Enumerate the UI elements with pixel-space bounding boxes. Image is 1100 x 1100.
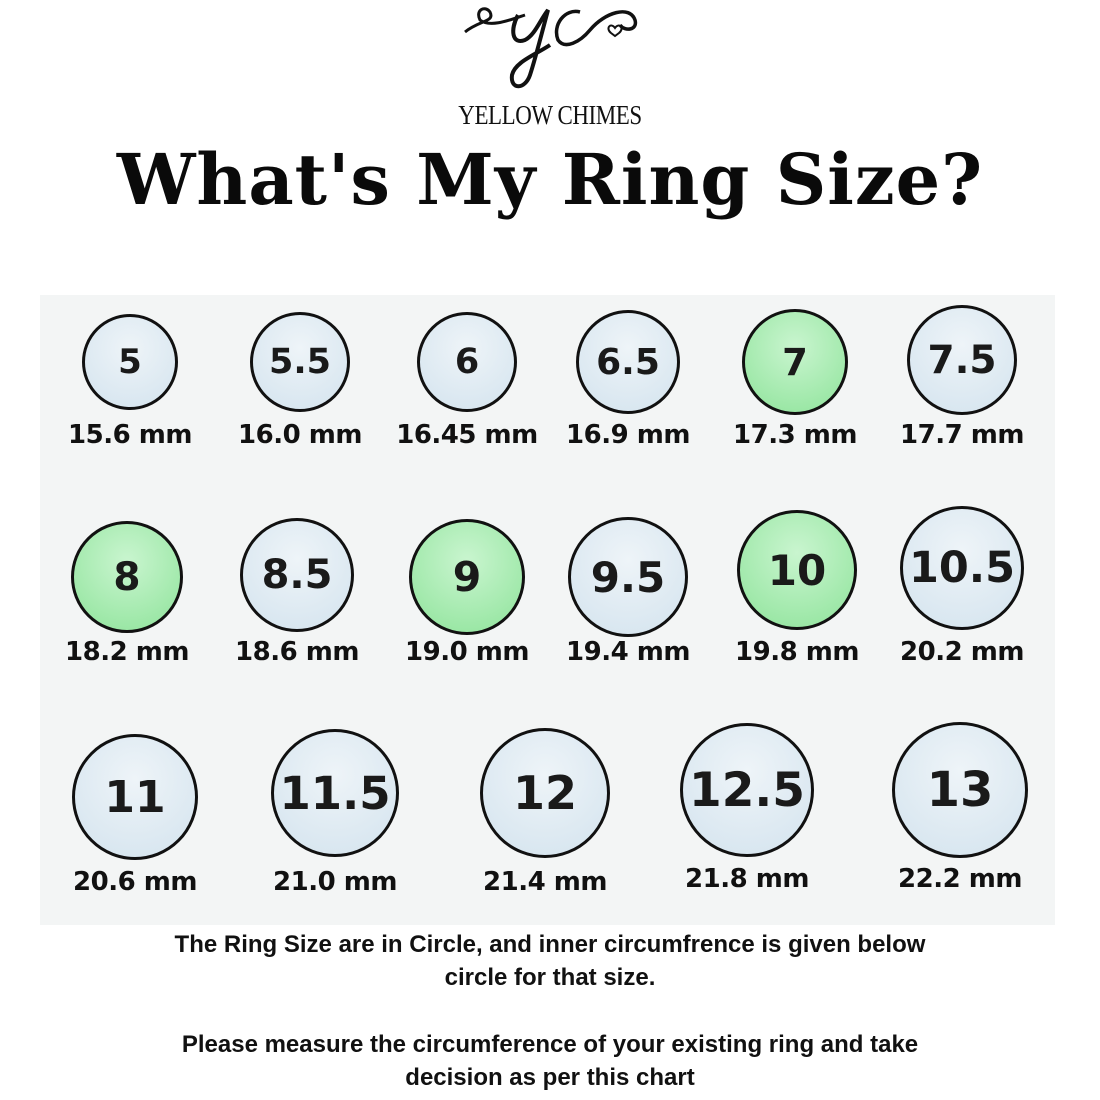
yellow-chimes-logo — [464, 7, 638, 89]
ring-circumference-label: 18.2 mm — [65, 637, 189, 667]
ring-size-9-5: 9.5 — [568, 517, 688, 637]
ring-size-10: 10 — [737, 510, 857, 630]
ring-size-label: 8 — [113, 554, 141, 600]
ring-size-8-5: 8.5 — [240, 518, 354, 632]
ring-circumference-label: 22.2 mm — [898, 864, 1022, 894]
ring-size-label: 11.5 — [279, 766, 391, 820]
ring-size-label: 9.5 — [590, 552, 666, 602]
ring-circumference-label: 19.8 mm — [735, 637, 859, 667]
note-line-1: The Ring Size are in Circle, and inner c… — [174, 931, 926, 958]
ring-size-11-5: 11.5 — [271, 729, 399, 857]
ring-size-8: 8 — [71, 521, 183, 633]
ring-circumference-label: 20.6 mm — [73, 867, 197, 897]
ring-size-9: 9 — [409, 519, 525, 635]
ring-size-5-5: 5.5 — [250, 312, 350, 412]
ring-size-label: 10.5 — [908, 543, 1016, 593]
ring-size-label: 6.5 — [596, 341, 660, 383]
ring-size-11: 11 — [72, 734, 198, 860]
ring-circumference-label: 18.6 mm — [235, 637, 359, 667]
ring-size-label: 13 — [926, 762, 994, 818]
ring-size-label: 9 — [452, 553, 482, 601]
ring-circumference-label: 16.45 mm — [396, 420, 538, 450]
ring-circumference-label: 16.0 mm — [238, 420, 362, 450]
ring-size-13: 13 — [892, 722, 1028, 858]
ring-size-7: 7 — [742, 309, 848, 415]
ring-size-label: 12 — [512, 766, 577, 820]
ring-circumference-label: 17.3 mm — [733, 420, 857, 450]
page-title: What's My Ring Size? — [116, 138, 984, 221]
ring-size-label: 5.5 — [268, 342, 331, 382]
ring-circumference-label: 15.6 mm — [68, 420, 192, 450]
ring-size-label: 7.5 — [927, 337, 997, 383]
ring-size-10-5: 10.5 — [900, 506, 1024, 630]
ring-circumference-label: 16.9 mm — [566, 420, 690, 450]
ring-size-5: 5 — [82, 314, 178, 410]
ring-size-label: 10 — [767, 545, 827, 595]
ring-size-label: 7 — [782, 340, 808, 384]
brand-name: YELLOW CHIMES — [458, 100, 642, 130]
note-line-4: decision as per this chart — [405, 1064, 695, 1091]
ring-circumference-label: 21.4 mm — [483, 867, 607, 897]
ring-circumference-label: 19.4 mm — [566, 637, 690, 667]
ring-circumference-label: 17.7 mm — [900, 420, 1024, 450]
ring-size-7-5: 7.5 — [907, 305, 1017, 415]
ring-size-6-5: 6.5 — [576, 310, 680, 414]
ring-size-label: 5 — [118, 342, 142, 382]
ring-size-12-5: 12.5 — [680, 723, 814, 857]
note-line-3: Please measure the circumference of your… — [181, 1031, 919, 1058]
ring-size-label: 11 — [104, 771, 166, 823]
ring-size-label: 8.5 — [261, 552, 333, 598]
ring-size-label: 6 — [454, 342, 480, 382]
ring-circumference-label: 19.0 mm — [405, 637, 529, 667]
ring-circumference-label: 20.2 mm — [900, 637, 1024, 667]
ring-size-12: 12 — [480, 728, 610, 858]
note-line-2: circle for that size. — [444, 964, 656, 991]
ring-size-label: 12.5 — [689, 762, 805, 818]
ring-size-6: 6 — [417, 312, 517, 412]
ring-circumference-label: 21.0 mm — [273, 867, 397, 897]
ring-circumference-label: 21.8 mm — [685, 864, 809, 894]
